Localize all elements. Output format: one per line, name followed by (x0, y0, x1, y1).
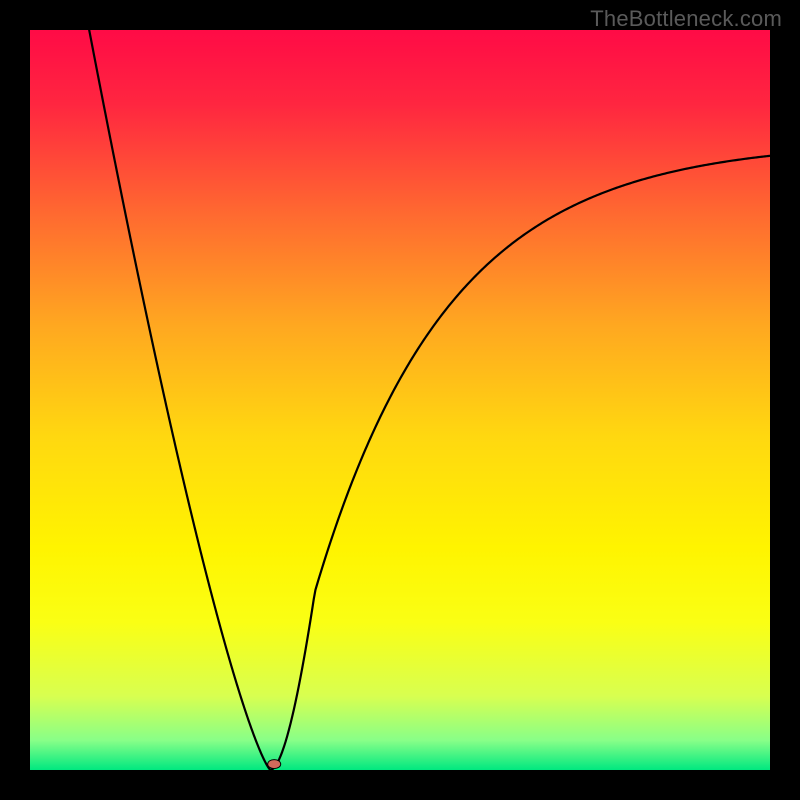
bottleneck-curve-chart (30, 30, 770, 770)
chart-plot-area (30, 30, 770, 770)
optimum-marker (268, 760, 281, 769)
chart-background (30, 30, 770, 770)
watermark-text: TheBottleneck.com (590, 6, 782, 32)
